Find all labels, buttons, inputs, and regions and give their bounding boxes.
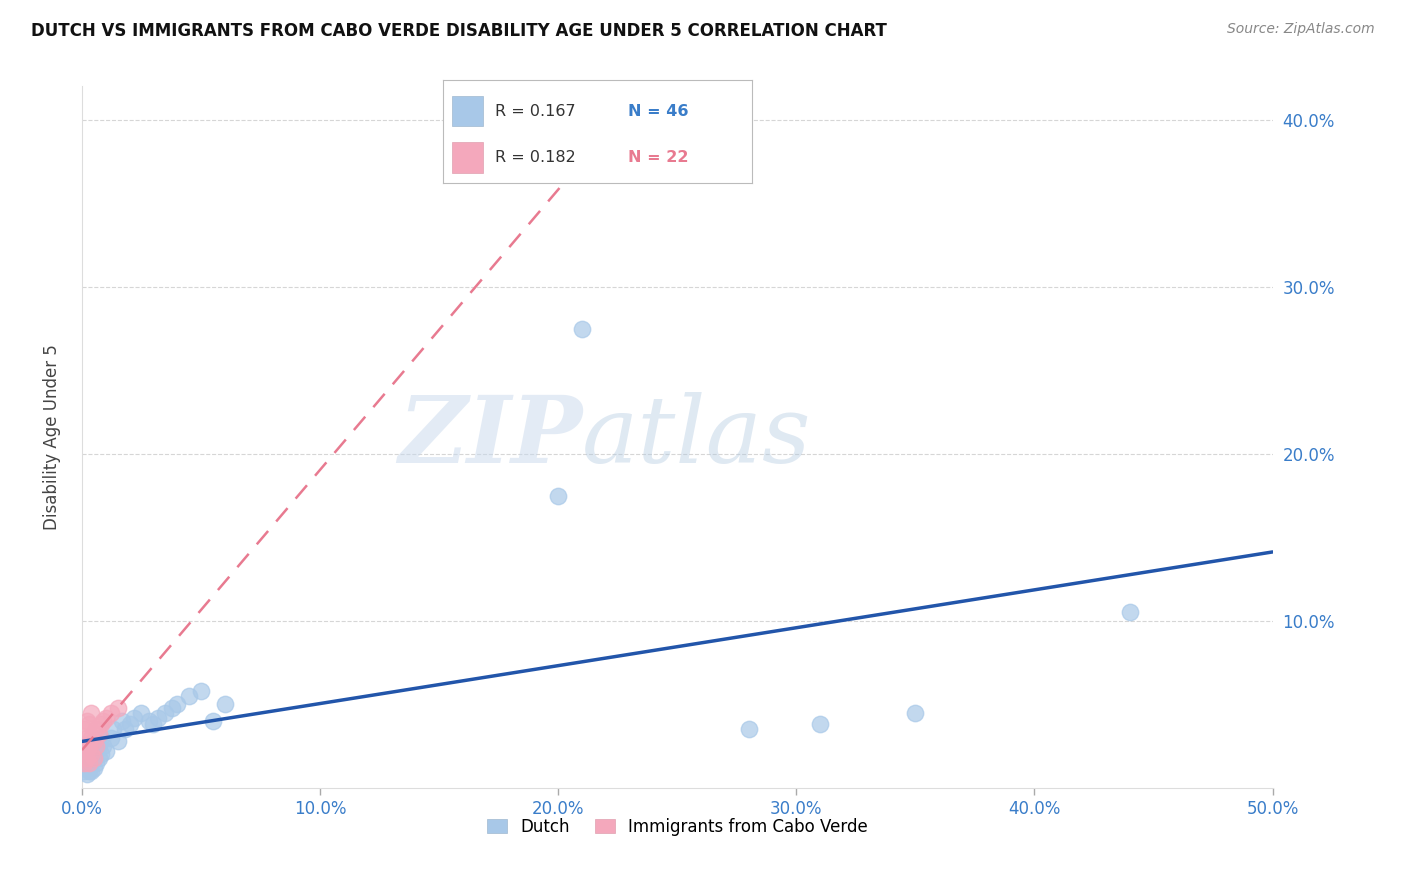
Bar (453, 95, 484, 127)
Point (77, 756, 100, 770)
Point (146, 711, 169, 725)
Point (87, 727, 110, 741)
Point (107, 734, 129, 748)
Text: ZIP: ZIP (398, 392, 582, 482)
Point (83, 734, 105, 748)
Point (177, 689, 200, 703)
Point (138, 714, 160, 728)
Point (73, 739, 96, 753)
Point (111, 714, 134, 728)
Point (571, 321, 593, 335)
Legend: Dutch, Immigrants from Cabo Verde: Dutch, Immigrants from Cabo Verde (479, 812, 875, 843)
Point (76, 747, 98, 762)
Point (1118, 606, 1140, 620)
Point (77, 764, 100, 779)
Point (190, 684, 212, 698)
Point (76, 731, 98, 745)
Point (142, 717, 165, 731)
Point (90, 731, 112, 745)
Point (84, 723, 107, 737)
Point (808, 717, 831, 731)
Point (77, 756, 100, 770)
Point (166, 698, 188, 712)
Point (101, 723, 124, 737)
Point (76, 751, 98, 765)
Point (214, 698, 236, 712)
Text: R = 0.182: R = 0.182 (495, 150, 576, 165)
Point (124, 711, 146, 725)
Text: N = 22: N = 22 (628, 150, 689, 165)
Point (547, 489, 569, 503)
Point (93, 739, 115, 753)
Point (80, 751, 103, 765)
Point (84, 739, 107, 753)
Point (73, 756, 96, 770)
Point (904, 706, 927, 720)
Point (77, 739, 100, 753)
Text: Source: ZipAtlas.com: Source: ZipAtlas.com (1227, 22, 1375, 37)
Point (131, 706, 153, 720)
Text: atlas: atlas (582, 392, 811, 482)
Text: R = 0.167: R = 0.167 (495, 103, 576, 119)
Point (76, 761, 98, 775)
Point (162, 700, 184, 714)
Point (94, 744, 117, 758)
Point (73, 723, 96, 737)
Point (201, 714, 224, 728)
Point (87, 739, 110, 753)
Point (80, 731, 103, 745)
Point (80, 764, 103, 779)
Point (118, 717, 141, 731)
Point (77, 744, 100, 758)
Point (83, 734, 105, 748)
Point (73, 764, 96, 779)
Point (80, 747, 103, 762)
Point (76, 714, 98, 728)
Point (80, 706, 103, 720)
Point (77, 717, 100, 731)
Point (80, 739, 103, 753)
Y-axis label: Disability Age Under 5: Disability Age Under 5 (44, 344, 60, 530)
Point (90, 717, 112, 731)
Point (93, 714, 115, 728)
Point (76, 767, 98, 781)
Point (73, 756, 96, 770)
Point (100, 731, 122, 745)
Point (107, 700, 129, 714)
Point (83, 751, 105, 765)
Point (100, 706, 122, 720)
Point (90, 747, 112, 762)
Text: DUTCH VS IMMIGRANTS FROM CABO VERDE DISABILITY AGE UNDER 5 CORRELATION CHART: DUTCH VS IMMIGRANTS FROM CABO VERDE DISA… (31, 22, 887, 40)
Point (83, 761, 105, 775)
Bar (453, 142, 484, 173)
Point (87, 751, 110, 765)
Point (94, 711, 117, 725)
Point (84, 744, 107, 758)
Point (114, 723, 136, 737)
Text: N = 46: N = 46 (628, 103, 689, 119)
Point (737, 723, 759, 737)
Point (84, 756, 107, 770)
Point (155, 706, 177, 720)
Point (83, 747, 105, 762)
